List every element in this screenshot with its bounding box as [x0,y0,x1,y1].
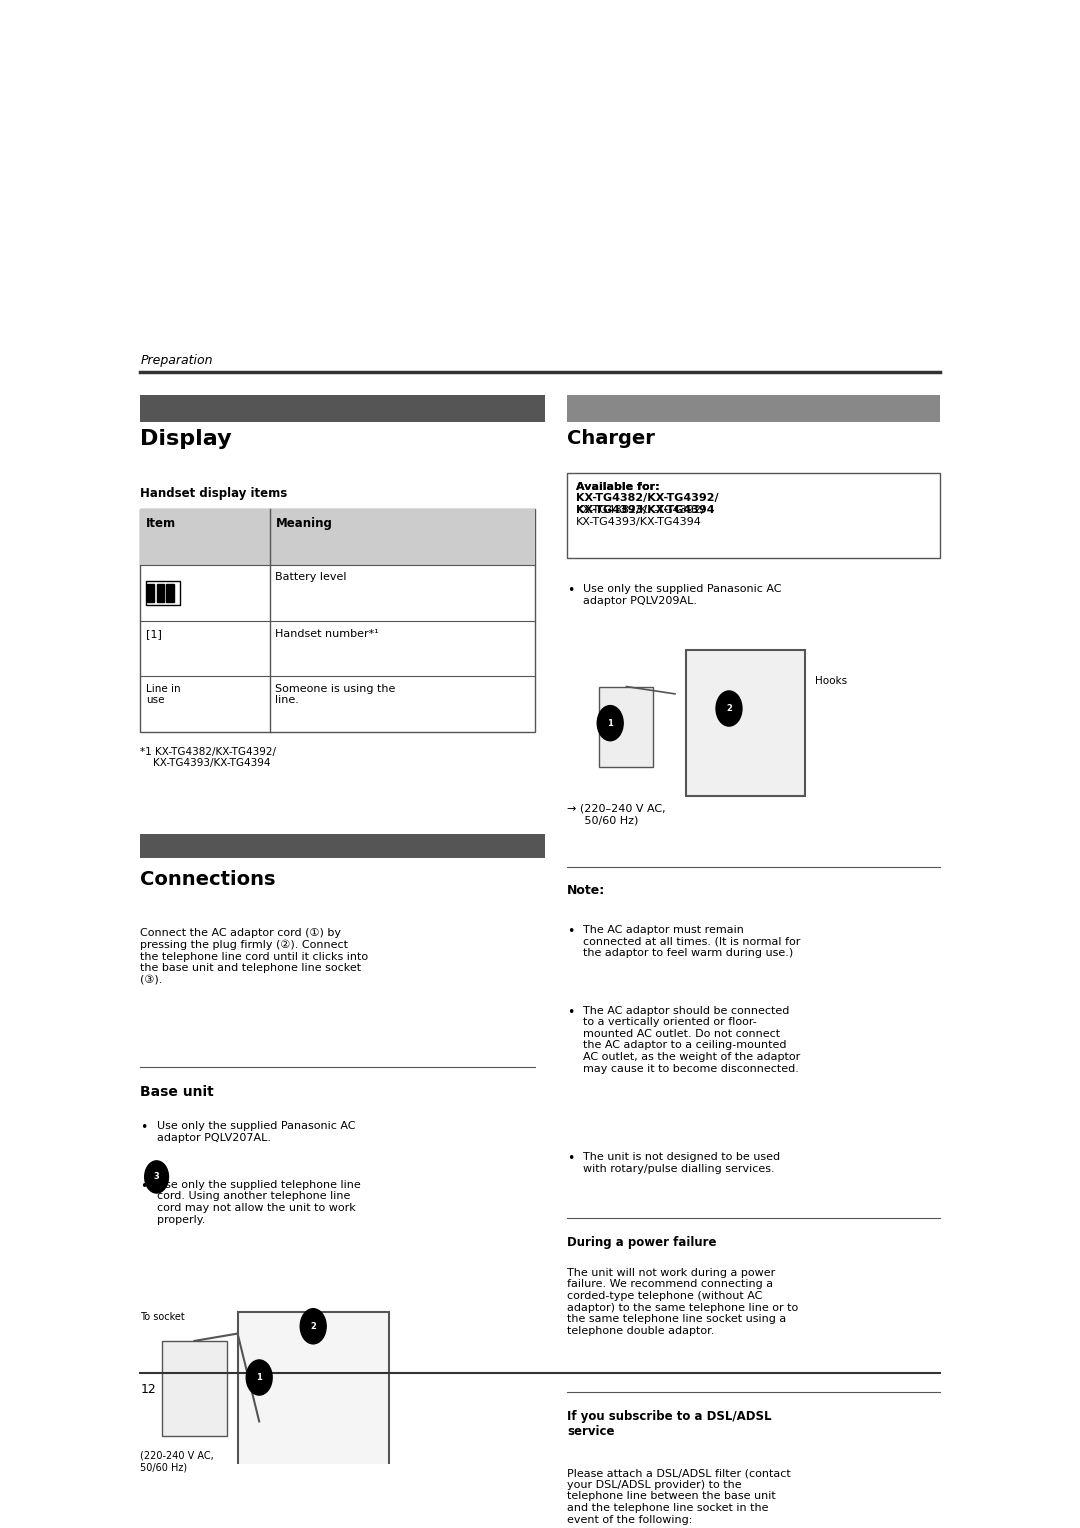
Bar [147,584,154,602]
FancyBboxPatch shape [567,396,940,422]
Text: Connect the AC adaptor cord (①) by
pressing the plug firmly (②). Connect
the tel: Connect the AC adaptor cord (①) by press… [140,927,368,986]
Text: Someone is using the
line.: Someone is using the line. [275,683,395,706]
Text: 2: 2 [310,1322,316,1331]
FancyBboxPatch shape [140,396,545,422]
Circle shape [716,691,742,726]
Text: 3: 3 [153,1172,160,1181]
FancyBboxPatch shape [140,834,545,857]
Text: 1: 1 [607,718,613,727]
Text: •: • [140,1122,148,1134]
Bar [157,584,164,602]
Circle shape [145,1161,168,1193]
Text: Battery level: Battery level [275,573,347,582]
Circle shape [300,1308,326,1343]
Text: •: • [567,584,575,597]
Text: Note:: Note: [567,885,605,897]
Text: Hooks: Hooks [815,677,848,686]
Text: •: • [567,1152,575,1164]
Text: [1]: [1] [146,630,162,639]
Text: Preparation: Preparation [140,354,213,367]
Text: Handset display items: Handset display items [140,487,287,501]
Text: The AC adaptor must remain
connected at all times. (It is normal for
the adaptor: The AC adaptor must remain connected at … [583,924,800,958]
Text: Display: Display [140,429,232,449]
Circle shape [597,706,623,741]
Text: Use only the supplied telephone line
cord. Using another telephone line
cord may: Use only the supplied telephone line cor… [157,1180,361,1224]
Text: Base unit: Base unit [140,1085,214,1099]
Bar [166,584,174,602]
Text: Item: Item [146,516,176,530]
Text: Handset number*¹: Handset number*¹ [275,630,379,639]
Bar [140,509,535,732]
Text: The unit is not designed to be used
with rotary/pulse dialling services.: The unit is not designed to be used with… [583,1152,781,1174]
Text: Charger: Charger [567,429,654,448]
Text: Available for:
KX-TG4382/KX-TG4392/
KX-TG4393/KX-TG4394: Available for: KX-TG4382/KX-TG4392/ KX-T… [576,481,718,515]
Text: The AC adaptor should be connected
to a vertically oriented or floor-
mounted AC: The AC adaptor should be connected to a … [583,1005,800,1074]
Bar [567,472,940,558]
Text: •: • [140,1180,148,1193]
Text: Line in
use: Line in use [146,683,180,706]
Text: KX-TG4382/KX-TG4392/
KX-TG4393/KX-TG4394: KX-TG4382/KX-TG4392/ KX-TG4393/KX-TG4394 [576,506,705,527]
Text: 2: 2 [726,704,732,714]
Text: Meaning: Meaning [275,516,333,530]
Bar [686,649,805,796]
Bar [162,1342,227,1436]
Text: If you subscribe to a DSL/ADSL
service: If you subscribe to a DSL/ADSL service [567,1410,771,1438]
Text: Use only the supplied Panasonic AC
adaptor PQLV207AL.: Use only the supplied Panasonic AC adapt… [157,1122,355,1143]
Text: The unit will not work during a power
failure. We recommend connecting a
corded-: The unit will not work during a power fa… [567,1268,798,1335]
Text: → (220–240 V AC,
     50/60 Hz): → (220–240 V AC, 50/60 Hz) [567,804,665,825]
Text: •: • [567,1005,575,1019]
Text: To socket: To socket [140,1311,185,1322]
Text: *1 KX-TG4382/KX-TG4392/
    KX-TG4393/KX-TG4394: *1 KX-TG4382/KX-TG4392/ KX-TG4393/KX-TG4… [140,747,276,769]
Text: •: • [567,924,575,938]
Bar [140,509,535,565]
Bar [599,686,653,767]
Text: (220-240 V AC,
50/60 Hz): (220-240 V AC, 50/60 Hz) [140,1450,214,1473]
Text: 1: 1 [256,1374,262,1381]
Text: Available for:: Available for: [576,481,659,492]
Bar [146,581,180,605]
Text: During a power failure: During a power failure [567,1236,716,1248]
Circle shape [246,1360,272,1395]
Text: Connections: Connections [140,869,275,889]
Bar [238,1311,389,1517]
Text: Please attach a DSL/ADSL filter (contact
your DSL/ADSL provider) to the
telephon: Please attach a DSL/ADSL filter (contact… [567,1468,791,1525]
Text: Use only the supplied Panasonic AC
adaptor PQLV209AL.: Use only the supplied Panasonic AC adapt… [583,584,782,605]
Text: 12: 12 [140,1383,157,1397]
